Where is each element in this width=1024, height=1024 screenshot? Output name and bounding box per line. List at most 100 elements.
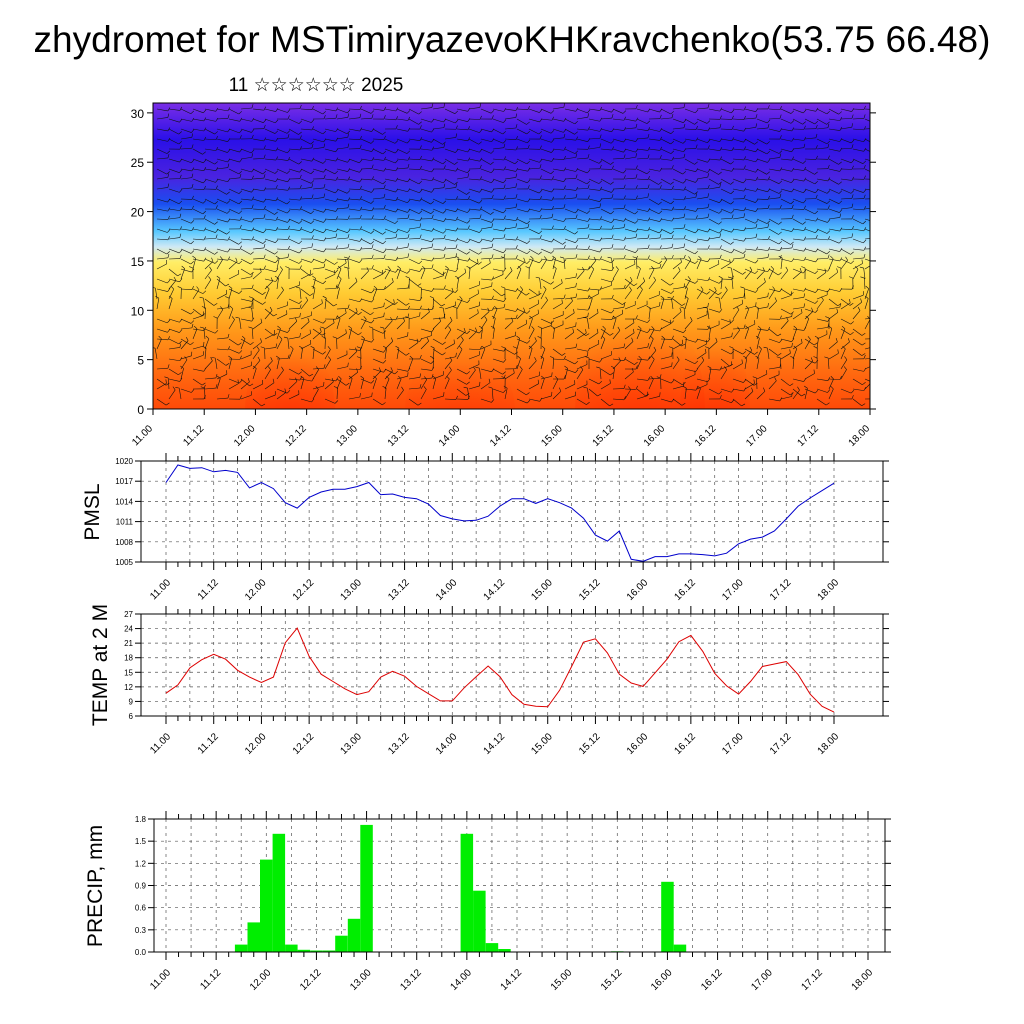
wind-barb [540, 238, 552, 243]
wind-barb [456, 278, 459, 290]
wind-barb [360, 138, 372, 144]
wind-barb [527, 223, 530, 228]
y-tick-label: 15 [131, 255, 145, 269]
wind-barb [585, 329, 587, 334]
wind-barb [852, 238, 864, 244]
wind-barb [323, 263, 326, 268]
wind-barb [612, 227, 624, 230]
wind-barb [264, 228, 276, 231]
wind-barb [315, 366, 319, 370]
wind-barb [456, 128, 468, 131]
wind-barb [838, 161, 842, 165]
wind-barb [371, 128, 375, 132]
wind-barb [322, 295, 327, 299]
wind-barb [610, 211, 614, 215]
wind-barb [729, 319, 731, 324]
wind-barb [492, 268, 504, 272]
wind-barb [323, 143, 326, 148]
wind-barb [816, 272, 827, 280]
wind-barb [431, 128, 435, 133]
wind-barb [672, 328, 684, 333]
wind-barb [599, 358, 603, 363]
wind-barb [526, 121, 530, 125]
wind-barb [251, 284, 254, 289]
wind-barb [624, 218, 636, 224]
wind-barb [288, 336, 300, 340]
wind-barb [300, 208, 312, 214]
wind-barb [611, 225, 614, 230]
wind-barb [396, 237, 408, 240]
wind-barb [406, 110, 411, 114]
wind-barb [298, 371, 302, 375]
wind-barb [815, 189, 819, 194]
wind-barb [487, 307, 490, 312]
wind-barb [432, 374, 444, 380]
wind-barb [336, 158, 348, 163]
wind-barb [240, 238, 252, 241]
wind-barb [408, 398, 419, 406]
wind-barb [347, 133, 349, 138]
wind-barb [456, 238, 468, 244]
wind-barb [789, 349, 791, 354]
wind-barb [408, 268, 420, 272]
wind-barb [850, 389, 855, 394]
wind-barb [336, 285, 340, 289]
wind-barb [156, 288, 168, 292]
wind-barb [264, 280, 273, 290]
wind-barb [247, 378, 250, 383]
wind-barb [203, 247, 207, 251]
wind-barb [384, 168, 396, 172]
wind-barb [828, 258, 840, 262]
wind-barb [576, 227, 588, 230]
wind-barb [432, 118, 444, 123]
wind-barb [468, 385, 480, 390]
wind-barb [650, 375, 654, 380]
wind-barb [612, 269, 619, 280]
wind-barb [455, 125, 458, 130]
wind-barb [755, 187, 759, 192]
wind-barb [227, 236, 231, 241]
wind-barb [300, 268, 310, 276]
wind-barb [684, 128, 696, 130]
wind-barb [444, 378, 450, 390]
wind-barb [359, 127, 363, 132]
wind-barb [528, 228, 540, 234]
wind-barb [251, 308, 254, 320]
wind-barb [564, 168, 576, 172]
wind-barb [779, 167, 783, 172]
wind-barb [227, 218, 231, 223]
wind-barb [180, 108, 192, 114]
wind-barb [467, 137, 471, 141]
wind-barb [564, 128, 575, 135]
wind-barb [396, 128, 408, 132]
wind-barb [200, 386, 205, 389]
wind-barb [419, 384, 422, 389]
wind-barb [288, 321, 298, 330]
wind-barb [269, 306, 273, 311]
wind-barb [180, 228, 192, 231]
wind-barb [312, 158, 324, 164]
wind-barb [430, 210, 435, 214]
wind-barb [707, 127, 711, 132]
wind-barb [861, 259, 863, 264]
wind-barb [683, 123, 686, 128]
wind-barb [156, 168, 167, 175]
wind-barb [826, 200, 831, 204]
wind-barb [792, 271, 802, 280]
wind-barb [407, 253, 410, 258]
wind-barb [516, 261, 526, 270]
wind-barb [647, 356, 651, 361]
wind-barb [839, 375, 842, 380]
wind-barb [468, 262, 479, 270]
wind-barb [839, 248, 843, 252]
wind-barb [681, 402, 686, 406]
wind-barb [779, 288, 783, 292]
wind-barb [744, 108, 756, 112]
wind-barb [480, 188, 492, 193]
wind-barb [780, 168, 792, 172]
wind-barb [658, 210, 663, 214]
wind-barb [744, 237, 756, 240]
wind-barb [632, 256, 637, 259]
wind-barb [660, 117, 672, 120]
wind-barb [504, 288, 516, 292]
